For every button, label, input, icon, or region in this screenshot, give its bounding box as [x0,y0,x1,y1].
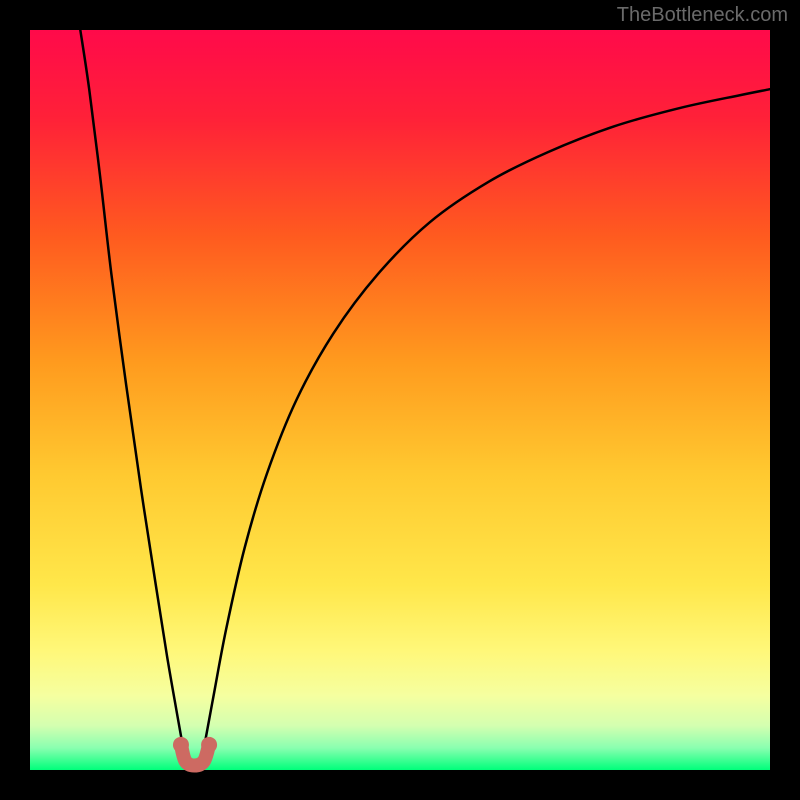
bottleneck-chart [0,0,800,800]
bottom-u-endpoint-0 [173,737,189,753]
chart-container: TheBottleneck.com [0,0,800,800]
attribution-text: TheBottleneck.com [617,4,788,27]
bottom-u-endpoint-1 [201,737,217,753]
gradient-background [30,30,770,770]
